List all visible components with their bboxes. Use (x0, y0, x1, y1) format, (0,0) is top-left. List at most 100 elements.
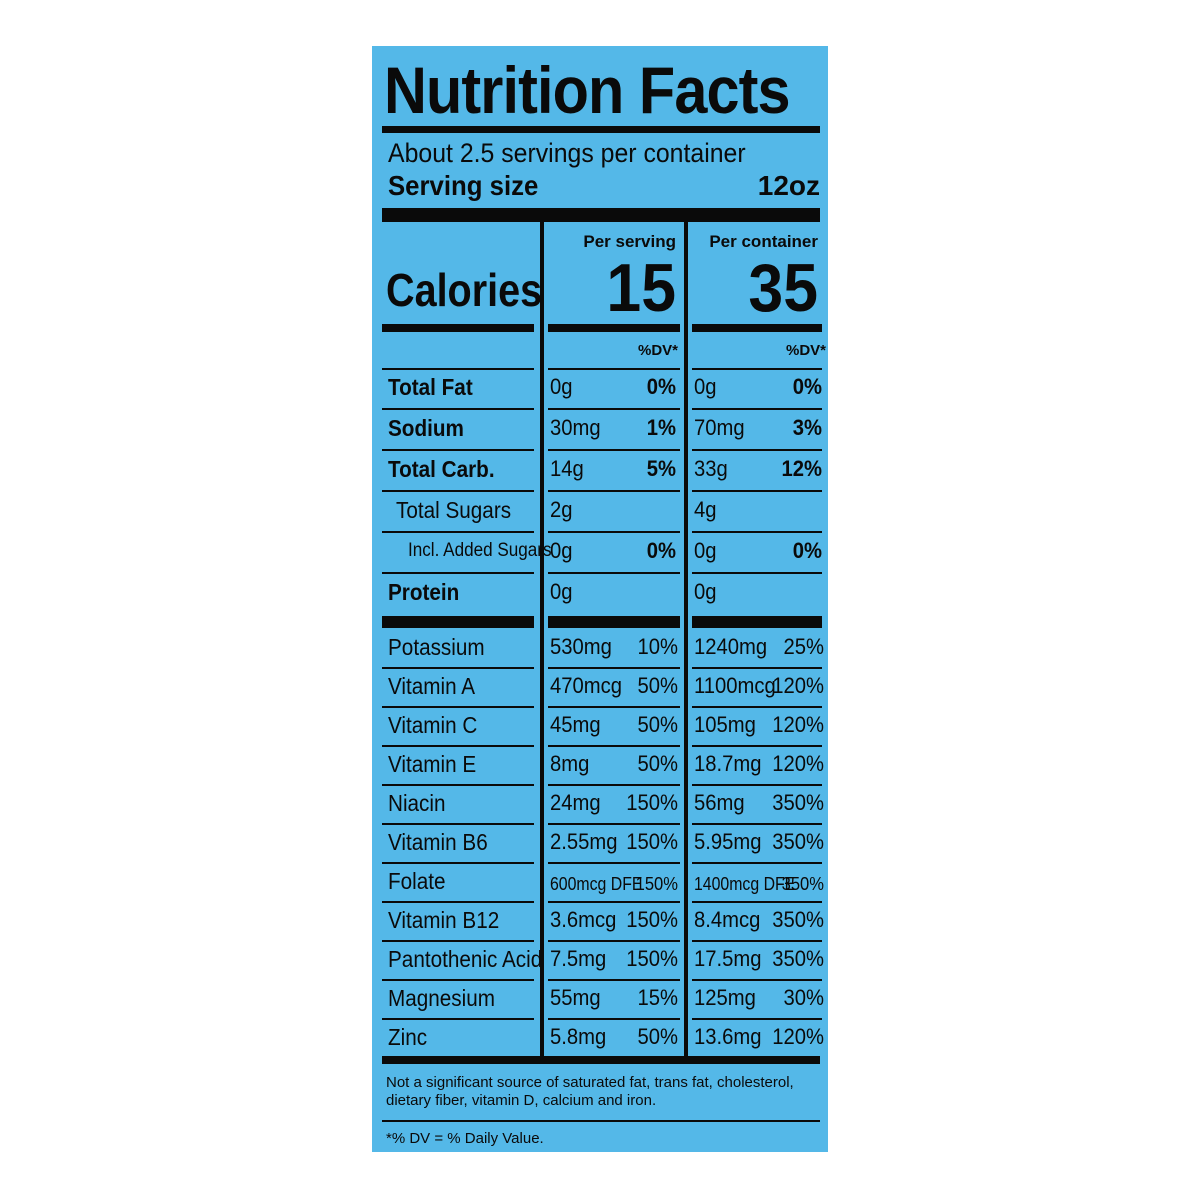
row-rule (692, 408, 822, 410)
container-dv: 120% (772, 673, 824, 698)
row-rule (382, 616, 534, 628)
container-amount: 105mg (694, 712, 756, 737)
row-rule (382, 823, 534, 825)
serving-amount: 0g (550, 579, 573, 604)
container-amount: 1100mcg (694, 673, 776, 698)
calories-rule-container (692, 324, 822, 332)
row-rule (692, 745, 822, 747)
row-rule (548, 979, 680, 981)
container-dv: 30% (783, 985, 824, 1010)
container-amount: 0g (694, 538, 717, 563)
serving-size-label: Serving size (388, 170, 539, 201)
row-rule (548, 784, 680, 786)
row-rule (692, 979, 822, 981)
serving-amount: 5.8mg (550, 1024, 607, 1049)
nutrient-name: Protein (388, 579, 460, 605)
container-dv: 120% (772, 751, 824, 776)
serving-dv: 150% (626, 946, 678, 971)
container-dv: 25% (783, 634, 824, 659)
row-rule (382, 745, 534, 747)
nutrient-name: Total Carb. (388, 456, 495, 482)
row-rule (382, 572, 534, 574)
row-rule (692, 706, 822, 708)
nutrient-name: Incl. Added Sugars (408, 540, 552, 561)
footnote-rule (382, 1120, 820, 1122)
per-container-heading: Per container (709, 232, 818, 251)
container-dv: 3% (792, 415, 822, 440)
row-rule (692, 940, 822, 942)
container-dv: 350% (772, 829, 824, 854)
row-rule (382, 901, 534, 903)
label-title: Nutrition Facts (384, 53, 791, 127)
row-rule (548, 490, 680, 492)
vitamin-name: Vitamin E (388, 751, 477, 777)
serving-dv: 150% (626, 829, 678, 854)
row-rule (548, 706, 680, 708)
serving-dv: 10% (637, 634, 678, 659)
container-amount: 56mg (694, 790, 745, 815)
row-rule (692, 784, 822, 786)
title-rule (382, 126, 820, 133)
vitamin-name: Vitamin C (388, 712, 478, 738)
serving-dv: 150% (626, 907, 678, 932)
nutrient-name: Total Fat (388, 374, 473, 400)
row-rule (548, 745, 680, 747)
row-rule (692, 667, 822, 669)
serving-amount: 470mcg (550, 673, 623, 698)
row-rule (548, 449, 680, 451)
dv-heading-container: %DV* (785, 342, 826, 359)
serving-amount: 30mg (550, 415, 601, 440)
container-amount: 8.4mcg (694, 907, 761, 932)
row-rule (548, 1018, 680, 1020)
row-rule (692, 449, 822, 451)
calories-label: Calories (386, 264, 543, 316)
container-amount: 18.7mg (694, 751, 762, 776)
serving-dv: 5% (646, 456, 676, 481)
serving-size-value: 12oz (757, 170, 820, 201)
serving-amount: 14g (550, 456, 584, 481)
serving-amount: 2g (550, 497, 573, 522)
row-rule (548, 940, 680, 942)
serving-amount: 2.55mg (550, 829, 618, 854)
serving-dv: 1% (646, 415, 676, 440)
container-amount: 125mg (694, 985, 756, 1010)
row-rule (382, 940, 534, 942)
row-rule (382, 784, 534, 786)
serving-amount: 24mg (550, 790, 601, 815)
container-dv: 120% (772, 712, 824, 737)
container-amount: 1400mcg DFE (694, 874, 796, 894)
serving-dv: 15% (637, 985, 678, 1010)
row-rule (692, 531, 822, 533)
container-amount: 1240mg (694, 634, 768, 659)
nutrient-name: Total Sugars (396, 497, 512, 523)
serving-dv: 50% (637, 751, 678, 776)
row-rule (382, 408, 534, 410)
container-dv: 350% (772, 790, 824, 815)
container-amount: 33g (694, 456, 728, 481)
row-rule (382, 531, 534, 533)
row-rule (548, 368, 680, 370)
column-divider-2 (684, 222, 688, 1056)
container-dv: 0% (792, 374, 822, 399)
container-dv: 12% (781, 456, 822, 481)
serving-dv: 50% (637, 673, 678, 698)
row-rule (382, 667, 534, 669)
serving-dv: 50% (637, 712, 678, 737)
container-amount: 13.6mg (694, 1024, 762, 1049)
vitamin-name: Pantothenic Acid (388, 946, 543, 972)
container-amount: 70mg (694, 415, 745, 440)
vitamin-name: Vitamin A (388, 673, 476, 699)
serving-dv: 50% (637, 1024, 678, 1049)
serving-dv: 0% (646, 538, 676, 563)
row-rule (692, 862, 822, 864)
vitamin-name: Folate (388, 868, 446, 894)
servings-per-container: About 2.5 servings per container (388, 138, 746, 168)
bottom-rule (382, 1056, 820, 1064)
vitamin-name: Niacin (388, 790, 446, 816)
vitamin-name: Vitamin B6 (388, 829, 488, 855)
dv-footnote: *% DV = % Daily Value. (386, 1130, 544, 1147)
container-dv: 0% (792, 538, 822, 563)
row-rule (382, 368, 534, 370)
container-dv: 350% (772, 946, 824, 971)
row-rule (548, 531, 680, 533)
